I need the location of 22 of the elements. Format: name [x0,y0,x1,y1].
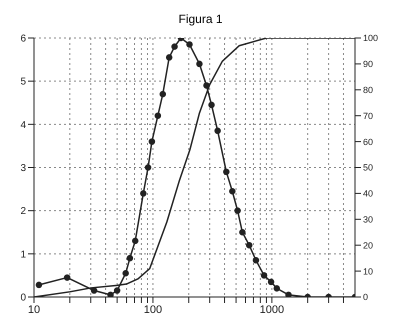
y2-tick-label: 90 [363,59,374,70]
x-tick-label: 10 [28,304,40,316]
y2-tick-label: 30 [363,214,374,224]
y2-tick-label: 20 [363,240,374,250]
y-tick-label: 5 [20,76,26,88]
y2-tick-label: 60 [363,136,374,147]
y-tick-label: 2 [20,206,26,218]
y2-tick-label: 80 [363,84,374,95]
y-tick-label: 6 [20,34,26,45]
y2-tick-label: 100 [363,33,378,44]
y2-tick-label: 50 [363,162,374,173]
x-tick-label: 100 [144,304,162,316]
y-tick-label: 0 [20,292,26,304]
chart-title: Figura 1 [177,11,224,28]
y-tick-label: 4 [20,120,26,131]
y2-tick-label: 40 [363,188,374,199]
y-tick-label: 1 [20,249,26,260]
y-tick-label: 3 [20,163,26,174]
x-tick-label: 1000 [260,304,284,316]
y2-tick-label: 70 [363,110,374,121]
y2-tick-label: 0 [363,292,368,302]
y2-tick-label: 10 [363,266,374,276]
